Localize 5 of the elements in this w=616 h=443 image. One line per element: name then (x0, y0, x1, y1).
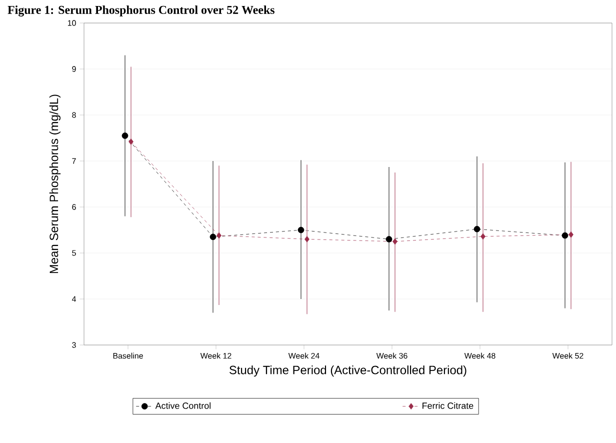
chart-title: Figure 1: Serum Phosphorus Control over 52 Weeks (8, 6, 274, 16)
y-axis-title: Mean Serum Phosphorus (mg/dL) (49, 94, 61, 274)
legend-label: Active Control (155, 402, 211, 409)
x-axis-title: Study Time Period (Active-Controlled Period) (230, 365, 466, 377)
legend-label: Ferric Citrate (422, 402, 474, 409)
